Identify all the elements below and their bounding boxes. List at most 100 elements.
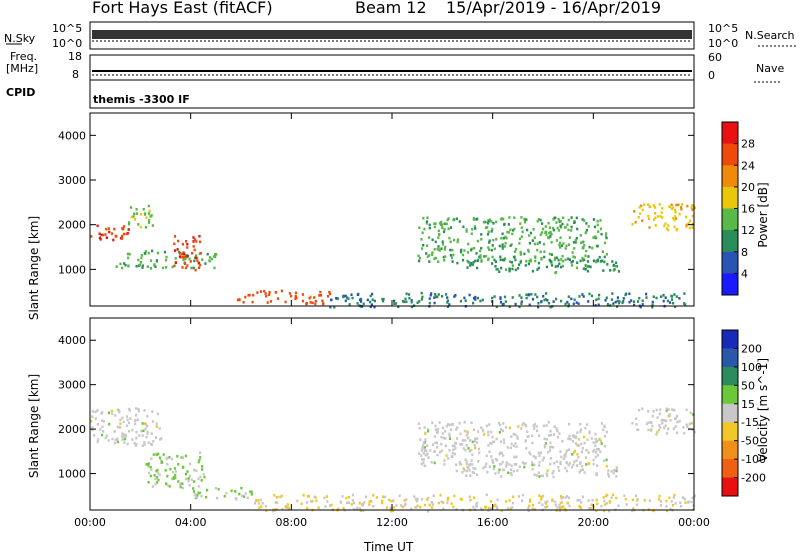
- colorbar-segment: [722, 122, 738, 145]
- data-cell: [576, 453, 579, 456]
- data-cell: [647, 217, 651, 221]
- data-cell: [422, 244, 425, 247]
- data-cell: [150, 214, 153, 217]
- data-cell: [192, 487, 195, 490]
- data-cell: [144, 250, 147, 253]
- data-cell: [591, 246, 594, 250]
- data-cell: [680, 208, 683, 211]
- data-cell: [655, 433, 658, 436]
- data-cell: [495, 437, 498, 441]
- data-cell: [176, 455, 179, 458]
- data-cell: [498, 270, 501, 273]
- data-cell: [552, 470, 555, 473]
- data-cell: [537, 305, 540, 309]
- data-cell: [214, 486, 217, 490]
- data-cell: [639, 305, 642, 309]
- data-cell: [636, 300, 640, 303]
- data-cell: [159, 438, 162, 441]
- data-cell: [510, 435, 513, 438]
- data-cell: [452, 218, 455, 222]
- data-cell: [513, 216, 516, 219]
- data-cell: [543, 437, 546, 441]
- data-cell: [433, 296, 436, 299]
- data-cell: [184, 454, 187, 458]
- data-cell: [115, 265, 118, 268]
- data-cell: [666, 299, 669, 303]
- data-cell: [443, 248, 446, 251]
- colorbar-tick-label: 4: [741, 267, 748, 280]
- data-cell: [135, 407, 138, 410]
- data-cell: [476, 259, 479, 263]
- data-cell: [501, 460, 504, 464]
- data-cell: [554, 500, 557, 504]
- data-cell: [575, 459, 578, 462]
- data-cell: [155, 436, 158, 439]
- data-cell: [187, 477, 190, 480]
- data-cell: [467, 242, 470, 246]
- data-cell: [490, 455, 493, 458]
- data-cell: [503, 245, 506, 248]
- data-cell: [149, 215, 152, 218]
- data-cell: [488, 506, 491, 510]
- data-cell: [492, 440, 495, 444]
- data-cell: [443, 228, 446, 231]
- data-cell: [443, 222, 446, 226]
- data-cell: [551, 499, 554, 502]
- data-cell: [540, 495, 543, 499]
- data-cell: [174, 476, 177, 480]
- data-cell: [690, 500, 693, 504]
- data-cell: [156, 412, 159, 416]
- data-cell: [418, 452, 421, 455]
- data-cell: [177, 239, 180, 243]
- data-cell: [607, 472, 610, 476]
- data-cell: [494, 265, 497, 268]
- data-cell: [195, 240, 198, 243]
- data-cell: [509, 244, 512, 247]
- data-cell: [594, 455, 597, 459]
- data-cell: [655, 296, 658, 300]
- data-cell: [549, 457, 553, 460]
- data-cell: [674, 305, 677, 309]
- data-cell: [418, 426, 421, 430]
- data-cell: [102, 420, 105, 423]
- colorbar-tick-label: 28: [741, 138, 755, 151]
- data-cell: [550, 262, 553, 265]
- data-cell: [145, 435, 148, 439]
- data-cell: [369, 305, 372, 309]
- data-cell: [531, 461, 534, 464]
- data-cell: [661, 216, 664, 219]
- data-cell: [265, 294, 268, 298]
- data-cell: [471, 228, 474, 231]
- data-cell: [390, 509, 393, 513]
- data-cell: [440, 223, 443, 227]
- data-cell: [549, 429, 552, 433]
- data-cell: [444, 437, 447, 440]
- data-cell: [572, 255, 575, 258]
- data-cell: [441, 243, 445, 246]
- data-cell: [540, 231, 543, 234]
- data-cell: [507, 231, 510, 234]
- data-cell: [669, 419, 672, 422]
- data-cell: [368, 503, 371, 506]
- data-cell: [521, 493, 525, 497]
- data-cell: [554, 503, 557, 507]
- data-cell: [373, 305, 376, 309]
- data-cell: [665, 499, 668, 503]
- data-cell: [434, 222, 437, 225]
- data-cell: [268, 290, 271, 294]
- data-cell: [486, 226, 489, 229]
- data-cell: [325, 495, 328, 498]
- data-cell: [164, 258, 168, 262]
- data-cell: [150, 259, 153, 262]
- data-cell: [490, 442, 493, 445]
- data-cell: [647, 428, 650, 432]
- data-cell: [641, 219, 644, 222]
- data-cell: [545, 472, 548, 476]
- data-cell: [199, 456, 202, 459]
- data-cell: [592, 462, 595, 466]
- data-cell: [134, 444, 138, 447]
- data-cell: [508, 499, 511, 502]
- data-cell: [668, 496, 671, 500]
- data-cell: [519, 250, 522, 254]
- data-cell: [264, 504, 267, 508]
